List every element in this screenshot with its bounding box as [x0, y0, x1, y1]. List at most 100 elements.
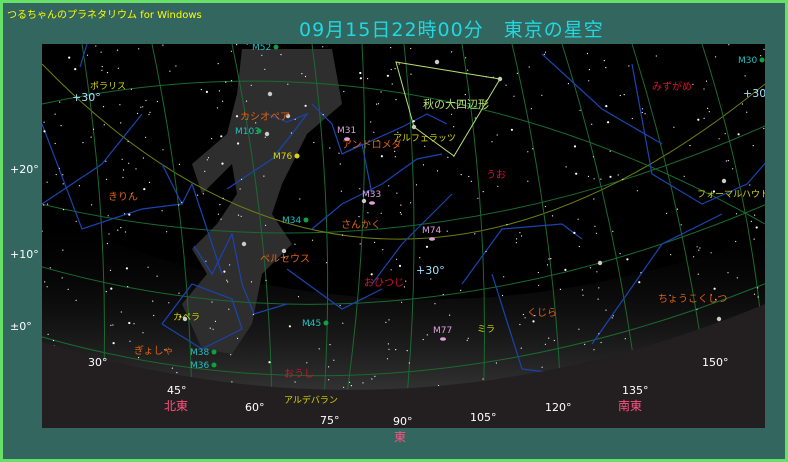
constellation-line [311, 153, 443, 230]
star [467, 69, 469, 71]
azimuth-label: 105° [470, 411, 497, 424]
star [527, 151, 529, 153]
star [737, 133, 740, 136]
star [222, 197, 224, 199]
star [451, 113, 453, 115]
star [394, 150, 396, 152]
star [553, 339, 555, 342]
star [206, 159, 208, 161]
star [288, 325, 291, 328]
star [67, 288, 69, 290]
declination-line [42, 80, 765, 225]
star [703, 88, 705, 90]
star [532, 320, 535, 323]
star [230, 354, 232, 356]
star [527, 180, 529, 182]
star [638, 281, 641, 284]
star [304, 104, 307, 107]
star [211, 301, 213, 303]
star [142, 332, 144, 334]
star [161, 210, 163, 212]
star [102, 106, 105, 108]
star [236, 337, 239, 339]
star [107, 215, 109, 217]
star [467, 337, 469, 339]
star [133, 323, 135, 325]
star [520, 347, 522, 349]
star [52, 339, 55, 342]
star [263, 175, 265, 177]
cluster-marker [273, 44, 279, 50]
galaxy-marker [369, 201, 375, 205]
star [371, 378, 373, 380]
star [528, 66, 530, 68]
star [728, 44, 730, 46]
messier-label: M74 [422, 226, 441, 236]
star [399, 211, 401, 214]
star [145, 99, 147, 102]
star [120, 122, 122, 124]
star [586, 52, 589, 55]
star [641, 108, 644, 110]
star [434, 303, 436, 305]
star [712, 190, 716, 193]
star [496, 134, 498, 136]
star [329, 147, 331, 149]
star [559, 288, 562, 290]
star [255, 122, 257, 124]
star [380, 212, 382, 214]
constellation-line [591, 213, 723, 345]
star [359, 77, 362, 80]
star [477, 197, 479, 199]
star [105, 291, 107, 293]
star [44, 281, 46, 283]
star [131, 193, 133, 195]
star [600, 341, 602, 344]
star [425, 245, 429, 248]
star [398, 63, 400, 65]
star [713, 287, 716, 290]
bright-star [267, 91, 273, 97]
star [636, 190, 639, 192]
star [226, 279, 228, 281]
star [466, 339, 468, 341]
meridian-line [403, 44, 415, 428]
star [482, 378, 484, 380]
star [460, 174, 462, 176]
coordinate-grid [42, 44, 765, 428]
star [329, 344, 331, 346]
star [683, 175, 685, 177]
star [697, 273, 699, 275]
star [388, 185, 390, 187]
star [117, 67, 119, 69]
star [223, 270, 226, 273]
star [109, 269, 112, 271]
cluster-marker [211, 362, 217, 368]
constellation-name: くじら [527, 307, 557, 319]
messier-label: M77 [433, 326, 452, 336]
star [464, 94, 466, 96]
messier-label: M36 [190, 361, 209, 371]
constellation-line [461, 223, 583, 285]
star [373, 131, 375, 133]
star [212, 328, 214, 330]
star [284, 257, 286, 259]
star [530, 108, 532, 110]
star [90, 136, 92, 138]
star [415, 184, 418, 186]
star [103, 124, 105, 126]
constellation-line [181, 182, 223, 275]
azimuth-label: 60° [245, 401, 265, 414]
azimuth-label: 30° [88, 356, 108, 369]
star [322, 46, 324, 48]
star [46, 181, 48, 183]
star [676, 208, 679, 210]
star [343, 386, 345, 388]
star [544, 343, 546, 345]
messier-label: M33 [362, 190, 381, 200]
bright-star [721, 178, 727, 184]
star [218, 90, 220, 92]
constellation-line [631, 63, 765, 205]
star [46, 286, 48, 288]
